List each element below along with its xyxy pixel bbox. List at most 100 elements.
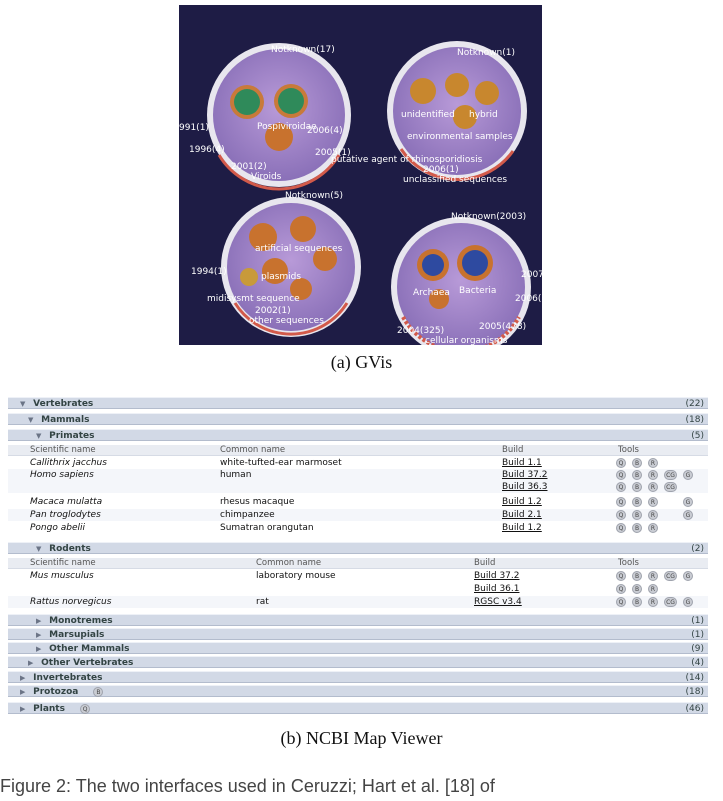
tree-node-other-vertebrates[interactable]: ▶ Other Vertebrates (4): [8, 656, 708, 668]
build-link[interactable]: Build 36.3: [502, 482, 548, 492]
tree-node-plants[interactable]: ▶ Plants Q (46): [8, 702, 708, 714]
gene-tool-icon[interactable]: G: [683, 596, 693, 607]
clone-gene-tool-icon[interactable]: CG: [664, 570, 677, 581]
tree-node-monotremes[interactable]: ▶ Monotremes (1): [8, 614, 708, 626]
collapse-triangle-icon[interactable]: ▼: [36, 432, 42, 440]
scientific-name: Pan troglodytes: [30, 510, 101, 520]
tree-node-primates[interactable]: ▼ Primates (5): [8, 429, 708, 441]
gene-tool-icon[interactable]: G: [683, 496, 693, 507]
search-tool-icon[interactable]: Q: [616, 457, 626, 468]
gvis-bubble-other-sequences[interactable]: [221, 197, 361, 337]
clone-gene-tool-icon[interactable]: CG: [664, 469, 677, 480]
search-tool-icon[interactable]: Q: [616, 522, 626, 533]
refseq-tool-icon[interactable]: R: [648, 583, 658, 594]
blast-tool-icon[interactable]: B: [632, 496, 642, 507]
node-label: Monotremes: [49, 616, 113, 626]
gvis-bubble-unclassified[interactable]: [387, 41, 527, 181]
build-link[interactable]: Build 1.1: [502, 458, 542, 468]
expand-triangle-icon[interactable]: ▶: [28, 659, 34, 667]
header-tools: Tools: [618, 445, 639, 455]
blast-tool-icon[interactable]: B: [632, 522, 642, 533]
node-count: (18): [685, 415, 704, 425]
blast-tool-icon[interactable]: B: [632, 596, 642, 607]
search-tool-icon[interactable]: Q: [616, 481, 626, 492]
gene-tool-icon[interactable]: G: [683, 509, 693, 520]
search-badge-icon[interactable]: Q: [80, 703, 91, 714]
build-link[interactable]: Build 36.1: [474, 584, 520, 594]
refseq-tool-icon[interactable]: R: [648, 570, 658, 581]
header-build: Build: [502, 445, 524, 455]
tree-node-protozoa[interactable]: ▶ Protozoa B (18): [8, 685, 708, 697]
gvis-label-artificial-sequences: artificial sequences: [255, 244, 343, 254]
blast-tool-icon[interactable]: B: [632, 469, 642, 480]
node-count: (18): [685, 687, 704, 697]
collapse-triangle-icon[interactable]: ▼: [20, 400, 26, 408]
gvis-label-2006-4: 2006(4): [307, 126, 343, 136]
tree-node-mammals[interactable]: ▼ Mammals (18): [8, 413, 708, 425]
search-tool-icon[interactable]: Q: [616, 570, 626, 581]
expand-triangle-icon[interactable]: ▶: [20, 705, 26, 713]
blast-tool-icon[interactable]: B: [632, 583, 642, 594]
table-row: Macaca mulatta rhesus macaque Build 1.2 …: [8, 496, 708, 508]
common-name: laboratory mouse: [256, 571, 336, 581]
build-link[interactable]: Build 37.2: [502, 470, 548, 480]
refseq-tool-icon[interactable]: R: [648, 457, 658, 468]
blast-tool-icon[interactable]: B: [632, 457, 642, 468]
refseq-tool-icon[interactable]: R: [648, 509, 658, 520]
gvis-label-notknown-5: Notknown(5): [285, 191, 343, 201]
clone-gene-tool-icon[interactable]: CG: [664, 481, 677, 492]
gvis-bubble-cellular-organisms[interactable]: [391, 217, 531, 345]
table-row: Build 36.3 Q B R CG: [8, 481, 708, 493]
build-link[interactable]: Build 1.2: [502, 497, 542, 507]
table-row: Homo sapiens human Build 37.2 Q B R CG G: [8, 469, 708, 481]
collapse-triangle-icon[interactable]: ▼: [36, 545, 42, 553]
search-tool-icon[interactable]: Q: [616, 596, 626, 607]
tree-node-rodents[interactable]: ▼ Rodents (2): [8, 542, 708, 554]
search-tool-icon[interactable]: Q: [616, 583, 626, 594]
search-tool-icon[interactable]: Q: [616, 496, 626, 507]
search-tool-icon[interactable]: Q: [616, 509, 626, 520]
gvis-panel: Notknown(17) Pospiviroidae Viroids 991(1…: [179, 5, 542, 345]
build-link[interactable]: Build 37.2: [474, 571, 520, 581]
gvis-visualization: Notknown(17) Pospiviroidae Viroids 991(1…: [179, 41, 542, 345]
expand-triangle-icon[interactable]: ▶: [36, 631, 42, 639]
gvis-bubble-viroids[interactable]: [207, 43, 351, 191]
collapse-triangle-icon[interactable]: ▼: [28, 416, 34, 424]
gvis-label-2006-open: 2006(: [515, 294, 541, 304]
build-link[interactable]: Build 2.1: [502, 510, 542, 520]
expand-triangle-icon[interactable]: ▶: [36, 645, 42, 653]
node-label: Invertebrates: [33, 673, 103, 683]
table-row: Pongo abelii Sumatran orangutan Build 1.…: [8, 522, 708, 534]
refseq-tool-icon[interactable]: R: [648, 496, 658, 507]
expand-triangle-icon[interactable]: ▶: [20, 688, 26, 696]
gvis-label-2001-2: 2001(2): [231, 162, 267, 172]
gene-tool-icon[interactable]: G: [683, 469, 693, 480]
blast-tool-icon[interactable]: B: [632, 509, 642, 520]
refseq-tool-icon[interactable]: R: [648, 522, 658, 533]
tree-node-other-mammals[interactable]: ▶ Other Mammals (9): [8, 642, 708, 654]
build-link[interactable]: Build 1.2: [502, 523, 542, 533]
gvis-label-environmental-samples: environmental samples: [407, 132, 513, 142]
search-tool-icon[interactable]: Q: [616, 469, 626, 480]
blast-tool-icon[interactable]: B: [632, 481, 642, 492]
expand-triangle-icon[interactable]: ▶: [20, 674, 26, 682]
header-scientific-name: Scientific name: [30, 445, 96, 455]
blast-tool-icon[interactable]: B: [632, 570, 642, 581]
refseq-tool-icon[interactable]: R: [648, 481, 658, 492]
build-link[interactable]: RGSC v3.4: [474, 597, 522, 607]
refseq-tool-icon[interactable]: R: [648, 469, 658, 480]
gvis-label-viroids: Viroids: [251, 172, 282, 182]
gene-tool-icon[interactable]: G: [683, 570, 693, 581]
tree-node-marsupials[interactable]: ▶ Marsupials (1): [8, 628, 708, 640]
common-name: human: [220, 470, 252, 480]
refseq-tool-icon[interactable]: R: [648, 596, 658, 607]
gvis-label-midisysmt: midisysmt sequence: [207, 294, 300, 304]
table-row: Callithrix jacchus white-tufted-ear marm…: [8, 457, 708, 469]
tree-node-invertebrates[interactable]: ▶ Invertebrates (14): [8, 671, 708, 683]
clone-gene-tool-icon[interactable]: CG: [664, 596, 677, 607]
tree-node-vertebrates[interactable]: ▼ Vertebrates (22): [8, 397, 708, 409]
expand-triangle-icon[interactable]: ▶: [36, 617, 42, 625]
blast-badge-icon[interactable]: B: [93, 686, 104, 697]
